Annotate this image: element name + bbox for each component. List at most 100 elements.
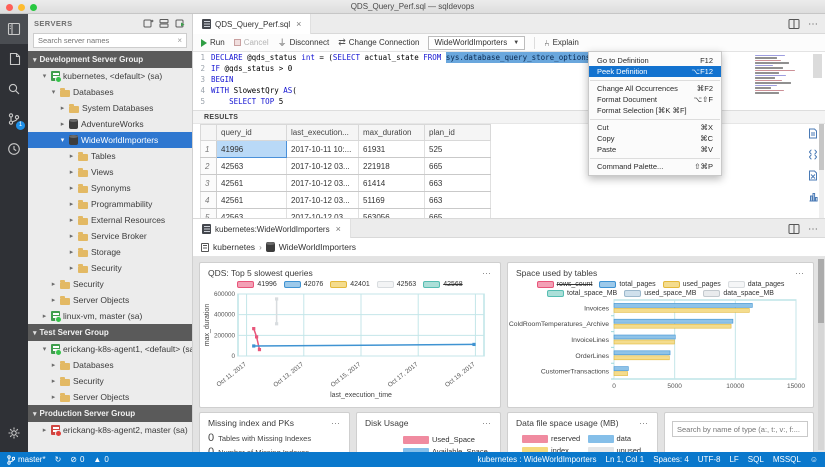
panel-menu-icon[interactable]: ⋯	[482, 418, 492, 428]
dashboard-scrollbar[interactable]	[818, 259, 824, 450]
tree-item[interactable]: ▸ linux-vm, master (sa)	[28, 308, 192, 324]
server-group-header[interactable]: ▾ Production Server Group	[28, 405, 192, 422]
grid-cell[interactable]: 2017-10-12 03...	[286, 174, 359, 192]
tree-item[interactable]: ▸ Storage	[28, 244, 192, 260]
grid-cell[interactable]: 42563	[216, 157, 287, 175]
status-item-ln-1-col-1[interactable]: Ln 1, Col 1	[605, 455, 645, 464]
legend-item-used_pages[interactable]: used_pages	[662, 281, 721, 288]
tree-item[interactable]: ▸ Service Broker	[28, 228, 192, 244]
disconnect-button[interactable]: ⏚ Disconnect	[277, 38, 330, 48]
legend-item-total_pages[interactable]: total_pages	[599, 281, 656, 288]
server-group-header[interactable]: ▾ Development Server Group	[28, 51, 192, 68]
editor-scrollbar[interactable]	[813, 54, 822, 78]
status-item-lf[interactable]: LF	[729, 455, 739, 464]
legend-item-unused[interactable]: unused	[587, 446, 652, 452]
split-editor-icon[interactable]	[788, 18, 800, 30]
active-connections-icon[interactable]	[175, 18, 186, 29]
column-header[interactable]: max_duration	[358, 124, 425, 141]
grid-cell[interactable]: 42563	[216, 208, 287, 218]
menu-item-change-all-occurrences[interactable]: Change All Occurrences ⌘F2	[589, 83, 721, 94]
column-header[interactable]: last_execution...	[286, 124, 359, 141]
legend-item-data_space_MB[interactable]: data_space_MB	[703, 290, 774, 297]
save-excel-icon[interactable]	[808, 170, 818, 181]
row-number-cell[interactable]: 1	[200, 140, 217, 158]
minimize-window-button[interactable]	[18, 3, 25, 11]
panel-menu-icon[interactable]: ⋯	[331, 418, 341, 428]
run-button[interactable]: Run	[201, 38, 225, 47]
tree-item[interactable]: ▸ Programmability	[28, 196, 192, 212]
grid-cell[interactable]: 42561	[216, 174, 287, 192]
new-connection-icon[interactable]	[143, 18, 154, 29]
row-number-cell[interactable]: 5	[200, 208, 217, 218]
tab-dashboard[interactable]: kubernetes:WideWorldImporters ×	[193, 219, 351, 239]
tree-item[interactable]: ▸ Security	[28, 260, 192, 276]
grid-cell[interactable]: 2017-10-12 03...	[286, 208, 359, 218]
row-number-cell[interactable]: 2	[200, 157, 217, 175]
tree-item[interactable]: ▸ Databases	[28, 357, 192, 373]
legend-item-reserved[interactable]: reserved	[522, 434, 586, 443]
save-json-icon[interactable]	[808, 149, 818, 160]
status-item-spaces-4[interactable]: Spaces: 4	[653, 455, 689, 464]
grid-cell[interactable]: 221918	[358, 157, 425, 175]
panel-menu-icon[interactable]: ⋯	[482, 268, 492, 278]
tree-item[interactable]: ▸ Server Objects	[28, 292, 192, 308]
explain-button[interactable]: ⑃ Explain	[544, 37, 579, 48]
code-editor[interactable]: 1 DECLARE @qds_status int = (SELECT actua…	[193, 52, 825, 110]
breadcrumb-server[interactable]: kubernetes	[213, 242, 256, 252]
status-item-mssql[interactable]: MSSQL	[772, 455, 801, 464]
legend-item-used_space_MB[interactable]: used_space_MB	[624, 290, 696, 297]
save-csv-icon[interactable]	[808, 128, 818, 139]
grid-cell[interactable]: 61414	[358, 174, 425, 192]
legend-item-Used_Space[interactable]: Used_Space	[403, 435, 475, 444]
tab-qds-query-perf[interactable]: QDS_Query_Perf.sql ×	[193, 14, 312, 34]
legend-item-data_pages[interactable]: data_pages	[727, 281, 784, 288]
servers-activity-icon[interactable]	[0, 14, 28, 44]
tree-item[interactable]: ▸ Tables	[28, 148, 192, 164]
database-dropdown[interactable]: WideWorldImporters ▼	[428, 35, 526, 50]
tree-item[interactable]: ▾ kubernetes, <default> (sa)	[28, 68, 192, 84]
maximize-window-button[interactable]	[30, 3, 37, 11]
server-group-header[interactable]: ▾ Test Server Group	[28, 324, 192, 341]
row-number-cell[interactable]: 3	[200, 174, 217, 192]
menu-item-go-to-definition[interactable]: Go to Definition F12	[589, 55, 721, 66]
legend-item-index[interactable]: index	[522, 446, 586, 452]
warnings-indicator[interactable]: ▲ 0	[93, 455, 109, 464]
grid-cell[interactable]: 563056	[358, 208, 425, 218]
legend-item-total_space_MB[interactable]: total_space_MB	[547, 290, 617, 297]
grid-cell[interactable]: 665	[424, 157, 491, 175]
grid-cell[interactable]: 663	[424, 191, 491, 209]
history-activity-icon[interactable]	[0, 134, 28, 164]
tree-item[interactable]: ▸ Views	[28, 164, 192, 180]
grid-cell[interactable]: 51169	[358, 191, 425, 209]
search-activity-icon[interactable]	[0, 74, 28, 104]
settings-gear-icon[interactable]	[0, 418, 28, 448]
change-connection-button[interactable]: ⇄ Change Connection	[338, 37, 420, 47]
tree-item[interactable]: ▸ Server Objects	[28, 389, 192, 405]
errors-indicator[interactable]: ⊘ 0	[70, 455, 85, 464]
legend-item-41996[interactable]: 41996	[237, 281, 277, 288]
status-item-utf-8[interactable]: UTF-8	[697, 455, 721, 464]
feedback-smiley-icon[interactable]: ☺	[809, 455, 818, 464]
status-item-kubernetes-wideworldimporters[interactable]: kubernetes : WideWorldImporters	[477, 455, 597, 464]
tree-item[interactable]: ▸ External Resources	[28, 212, 192, 228]
panel-menu-icon[interactable]: ⋯	[795, 268, 805, 278]
close-tab-icon[interactable]: ×	[335, 224, 341, 234]
grid-cell[interactable]: 663	[424, 174, 491, 192]
grid-cell[interactable]: 61931	[358, 140, 425, 158]
grid-corner-cell[interactable]	[200, 124, 217, 141]
explorer-activity-icon[interactable]	[0, 44, 28, 74]
legend-item-42568[interactable]: 42568	[423, 281, 463, 288]
close-tab-icon[interactable]: ×	[296, 19, 302, 29]
legend-item-rows_count[interactable]: rows_count	[536, 281, 592, 288]
tree-item[interactable]: ▸ Security	[28, 276, 192, 292]
grid-cell[interactable]: 2017-10-11 10:...	[286, 140, 359, 158]
tree-item[interactable]: ▾ erickang-k8s-agent1, <default> (sa)	[28, 341, 192, 357]
grid-cell[interactable]: 665	[424, 208, 491, 218]
grid-cell[interactable]: 525	[424, 140, 491, 158]
minimap[interactable]	[753, 55, 809, 103]
legend-item-42401[interactable]: 42401	[330, 281, 370, 288]
more-actions-icon[interactable]: ⋯	[808, 223, 819, 235]
grid-cell[interactable]: 2017-10-12 03...	[286, 157, 359, 175]
breadcrumb-database[interactable]: WideWorldImporters	[278, 242, 357, 252]
sync-indicator[interactable]: ↻	[54, 455, 62, 464]
